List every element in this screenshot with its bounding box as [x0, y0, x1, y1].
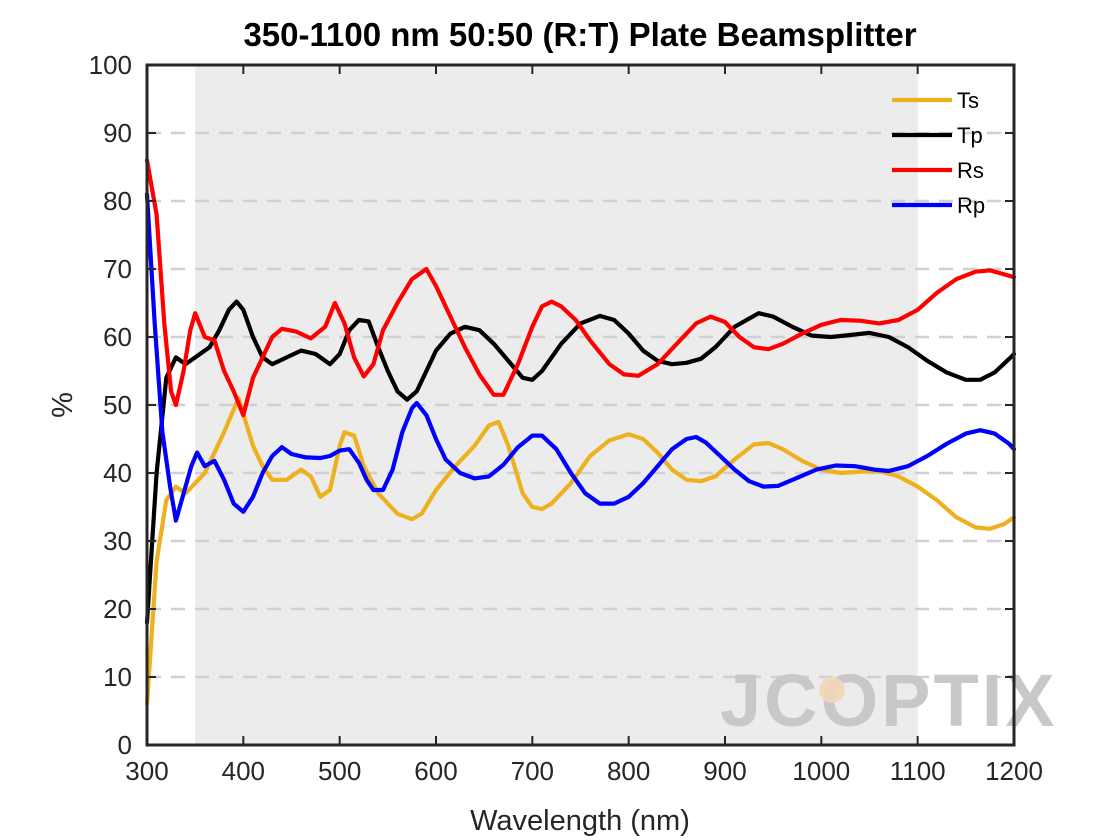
x-tick-label-500: 500 — [318, 756, 361, 786]
y-tick-label-70: 70 — [103, 254, 132, 284]
x-tick-label-600: 600 — [414, 756, 457, 786]
x-tick-label-1000: 1000 — [792, 756, 850, 786]
x-tick-label-1100: 1100 — [890, 756, 946, 786]
watermark-text: JCOPTIX — [720, 659, 1058, 742]
y-tick-label-90: 90 — [103, 118, 132, 148]
legend-label-rp: Rp — [957, 193, 985, 218]
y-tick-label-20: 20 — [103, 594, 132, 624]
y-axis-label: % — [47, 392, 79, 418]
y-tick-label-30: 30 — [103, 526, 132, 556]
x-tick-label-300: 300 — [125, 756, 168, 786]
x-tick-label-1200: 1200 — [985, 756, 1043, 786]
legend-label-tp: Tp — [957, 123, 983, 148]
x-tick-label-400: 400 — [222, 756, 265, 786]
y-tick-label-80: 80 — [103, 186, 132, 216]
legend-label-ts: Ts — [957, 88, 979, 113]
series-line-tp — [144, 299, 1017, 625]
x-tick-label-900: 900 — [703, 756, 746, 786]
x-tick-label-700: 700 — [511, 756, 554, 786]
y-tick-label-50: 50 — [103, 390, 132, 420]
watermark-dot — [819, 677, 845, 703]
chart-title: 350-1100 nm 50:50 (R:T) Plate Beamsplitt… — [243, 16, 916, 53]
y-tick-label-100: 100 — [89, 50, 132, 80]
y-tick-label-10: 10 — [103, 662, 132, 692]
x-axis-label: Wavelength (nm) — [470, 805, 690, 837]
series-line-rp — [144, 192, 1017, 523]
y-tick-label-0: 0 — [118, 730, 132, 760]
series-line-rs — [144, 158, 1017, 418]
jcoptix-watermark: JCOPTIX — [720, 659, 1058, 742]
legend: Ts Tp Rs Rp — [892, 88, 985, 218]
legend-label-rs: Rs — [957, 158, 984, 183]
y-tick-label-40: 40 — [103, 458, 132, 488]
y-tick-label-60: 60 — [103, 322, 132, 352]
series-line-ts — [144, 396, 1017, 707]
x-tick-label-800: 800 — [607, 756, 650, 786]
